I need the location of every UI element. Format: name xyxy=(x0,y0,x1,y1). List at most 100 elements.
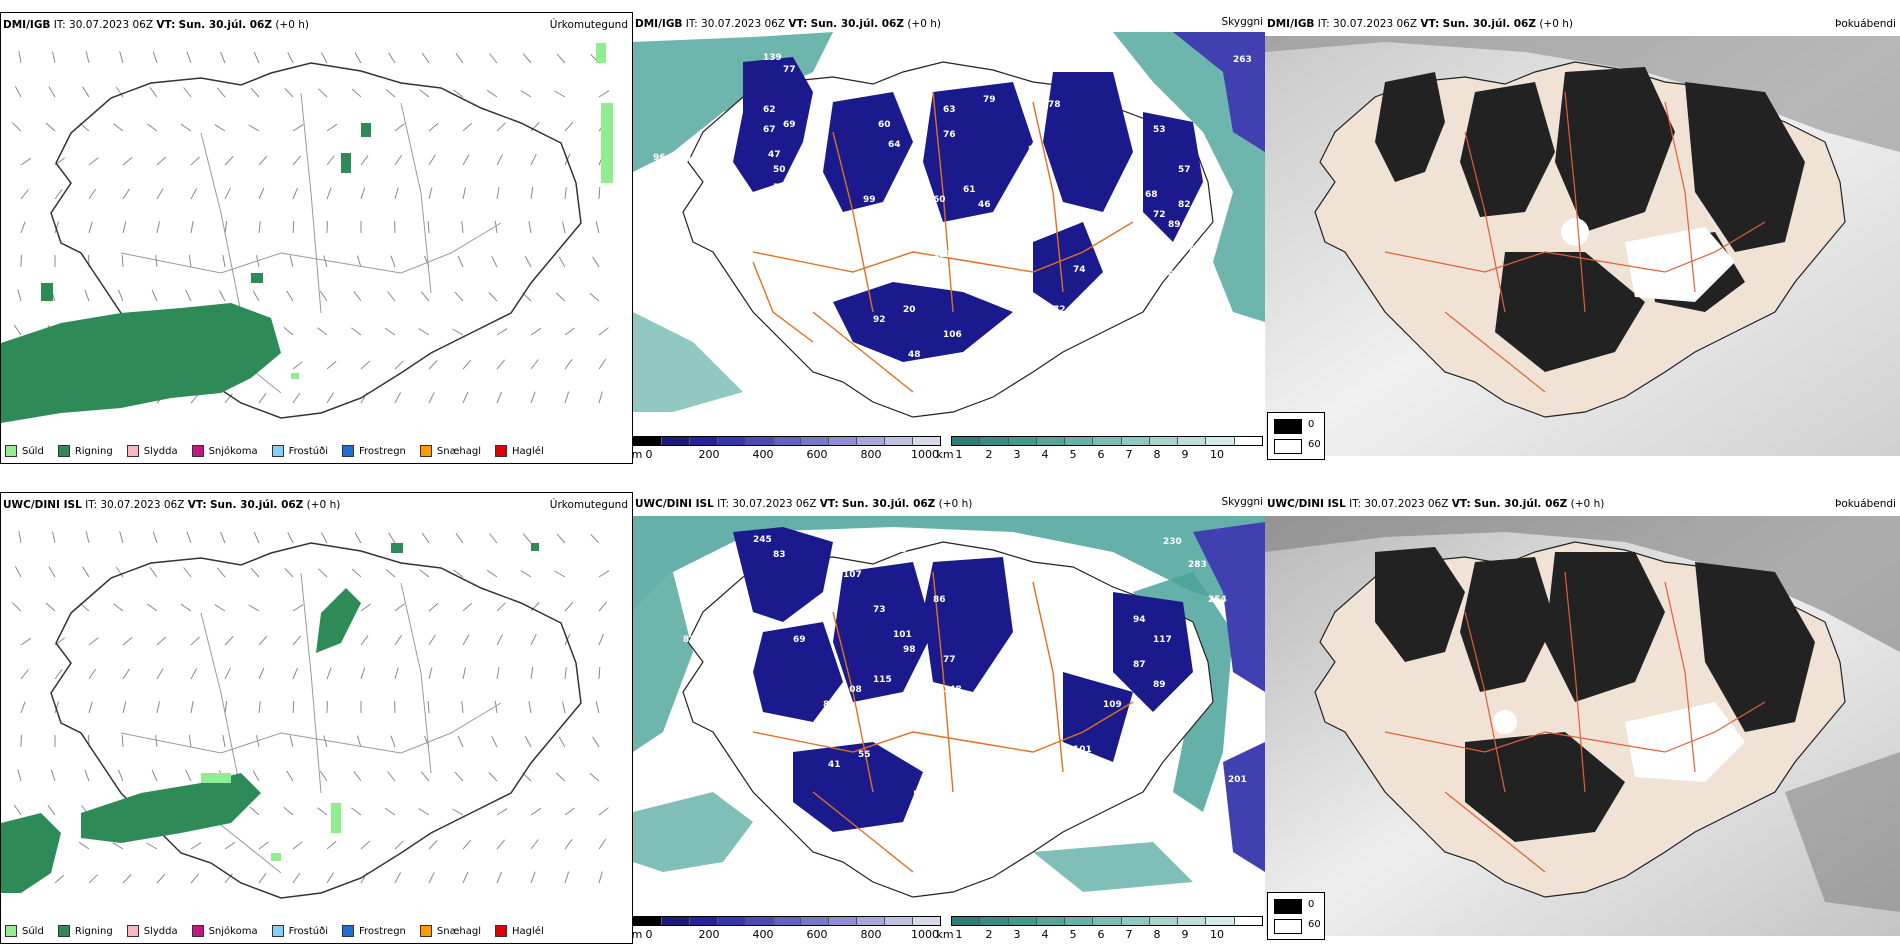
wind-barb xyxy=(428,154,436,166)
cloud-panel-title: Skyggni xyxy=(1221,496,1264,508)
visibility-label: 139 xyxy=(763,53,782,63)
wind-barb xyxy=(394,840,404,850)
visibility-label: 156 xyxy=(1013,665,1032,675)
wind-barb xyxy=(353,291,362,302)
wind-barb xyxy=(592,256,600,268)
wind-barb xyxy=(18,531,22,544)
wind-barb xyxy=(156,636,167,646)
wind-barb xyxy=(530,153,537,166)
wind-barb xyxy=(462,391,469,404)
vis-tick: 3 xyxy=(1013,928,1021,941)
wind-barb xyxy=(190,701,194,714)
fog-map xyxy=(1265,36,1900,456)
wind-barb xyxy=(589,292,600,302)
wind-barb xyxy=(115,86,124,98)
wind-barb xyxy=(496,154,504,166)
visibility-label: 13 xyxy=(938,775,951,785)
wind-barb xyxy=(394,187,399,200)
wind-barb xyxy=(17,289,22,302)
wind-barb xyxy=(496,359,506,370)
wind-barb xyxy=(427,220,430,234)
panel-header: UWC/DINI ISL IT: 30.07.2023 06Z VT: Sun.… xyxy=(1267,498,1605,510)
wind-barb xyxy=(292,220,295,234)
wind-barb xyxy=(20,189,29,200)
visibility-colorbar: km 1 2 3 4 5 6 7 8 9 10 xyxy=(936,436,1265,464)
legend-item: Snjókoma xyxy=(191,445,258,457)
vis-tick: 1 xyxy=(955,928,963,941)
visibility-label: 148 xyxy=(943,685,962,695)
wind-barb xyxy=(258,841,269,850)
wind-barb xyxy=(47,805,56,816)
visibility-label: 79 xyxy=(983,95,996,105)
fog-legend-label: 60 xyxy=(1308,919,1321,930)
wind-barb xyxy=(394,634,403,646)
legend-item: Rigning xyxy=(57,925,113,937)
wind-barb xyxy=(250,567,260,578)
wind-barb xyxy=(84,289,90,302)
legend-item: Súld xyxy=(5,925,44,937)
wind-barb xyxy=(54,221,60,234)
fog-dark-areas xyxy=(1375,547,1815,842)
wind-barb xyxy=(20,701,26,714)
vis-tick: 4 xyxy=(1041,448,1049,461)
wind-barb xyxy=(598,358,607,370)
visibility-label: 141 xyxy=(1228,710,1247,720)
wind-barb xyxy=(258,873,267,884)
road-network xyxy=(1384,91,1766,393)
wind-barb xyxy=(421,52,430,64)
visibility-label: 52 xyxy=(913,790,926,800)
wind-barb xyxy=(122,221,127,234)
wind-barb xyxy=(562,221,566,234)
vis-tick: 9 xyxy=(1181,928,1189,941)
wind-barb xyxy=(554,570,566,578)
wind-barb xyxy=(283,326,294,336)
height-unit: m xyxy=(633,928,643,941)
wind-barb xyxy=(496,839,506,850)
wind-barb xyxy=(54,874,65,884)
wind-barb xyxy=(351,327,362,336)
wind-barb xyxy=(220,531,226,544)
wind-barb xyxy=(78,841,90,850)
wind-barb xyxy=(121,254,124,268)
visibility-label: 47 xyxy=(768,150,781,160)
wind-barb xyxy=(318,568,328,578)
visibility-label: 91 xyxy=(958,830,971,840)
visibility-label: 69 xyxy=(793,635,806,645)
wind-barb xyxy=(224,873,233,884)
fog-map xyxy=(1265,516,1900,936)
visibility-label: 60 xyxy=(933,195,946,205)
precip-panel-row1: DMI/IGB IT: 30.07.2023 06Z VT: Sun. 30.j… xyxy=(0,12,633,464)
precip-legend: Súld Rigning Slydda Snjókoma Frostúði Fr… xyxy=(5,925,544,937)
visibility-label: 67 xyxy=(903,165,916,175)
wind-barb xyxy=(494,701,498,714)
wind-barb xyxy=(20,157,32,166)
road-network xyxy=(120,92,502,394)
visibility-label: 101 xyxy=(1073,745,1092,755)
wind-barb xyxy=(122,668,130,680)
wind-barb xyxy=(394,360,404,370)
wind-barb xyxy=(530,839,539,850)
fog-panel-row2: UWC/DINI ISL IT: 30.07.2023 06Z VT: Sun.… xyxy=(1265,492,1900,944)
wind-barb xyxy=(186,531,192,544)
wind-barb xyxy=(85,51,90,64)
wind-barb xyxy=(284,568,294,578)
fog-legend-label: 0 xyxy=(1308,419,1315,430)
wind-barb xyxy=(88,188,97,200)
wind-barb xyxy=(592,736,600,748)
wind-barb xyxy=(320,532,328,544)
road-network xyxy=(1384,571,1766,873)
wind-barb xyxy=(119,51,124,64)
legend-item: Frostúði xyxy=(271,925,328,937)
wind-barb xyxy=(326,360,337,370)
low-visibility-areas xyxy=(733,527,1193,832)
wind-barb xyxy=(119,531,124,544)
visibility-label: 84 xyxy=(823,700,836,710)
wind-barb xyxy=(530,633,537,646)
wind-barb xyxy=(48,566,56,578)
visibility-label: 75 xyxy=(1138,240,1151,250)
visibility-label: 98 xyxy=(903,645,916,655)
wind-barb xyxy=(185,289,192,302)
wind-barb xyxy=(530,807,542,816)
wind-barb xyxy=(222,255,226,268)
wind-barb xyxy=(326,872,334,884)
